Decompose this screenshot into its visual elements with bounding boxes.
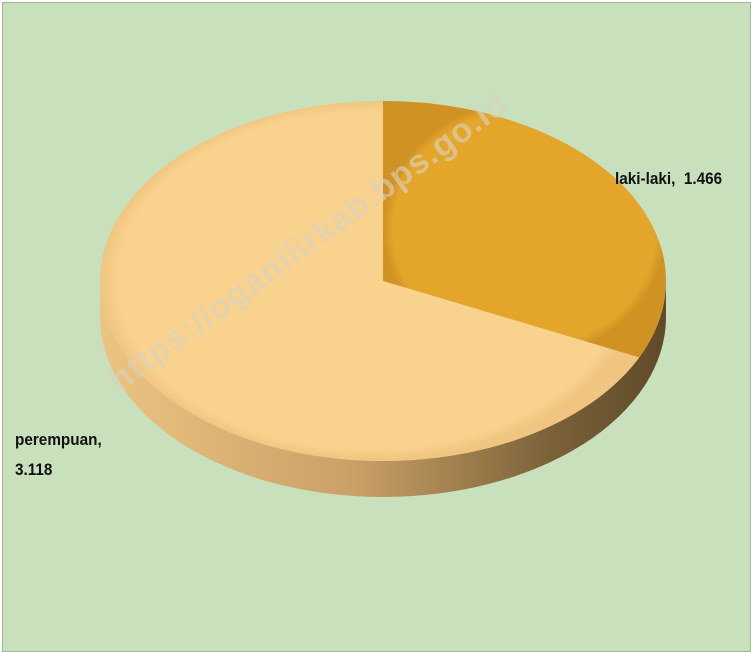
slice-label-laki-laki: laki-laki, 1.466 <box>615 169 723 188</box>
pie-slice-perempuan <box>100 101 640 461</box>
laki-laki-name: laki-laki <box>615 169 672 188</box>
pie-side-wall <box>100 281 666 497</box>
perempuan-value: 3.118 <box>15 460 53 479</box>
laki-laki-value: 1.466 <box>683 169 723 188</box>
pie-chart <box>100 101 666 497</box>
pie-slice-laki-laki <box>383 101 666 358</box>
perempuan-name: perempuan <box>15 430 98 449</box>
slice-label-perempuan: perempuan, 3.118 <box>15 430 102 479</box>
